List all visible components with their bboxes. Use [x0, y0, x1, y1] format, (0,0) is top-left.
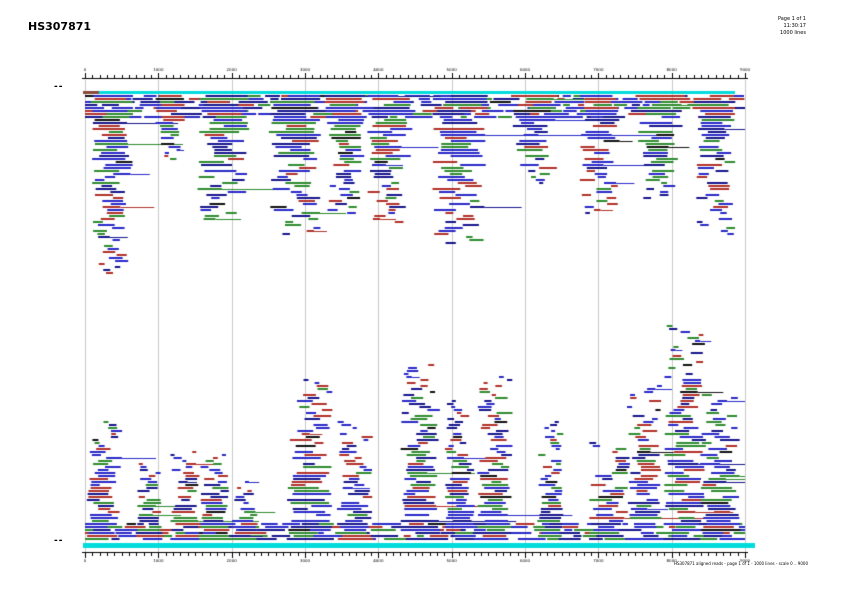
left-margin-marker-bottom: -- — [54, 536, 64, 546]
page-info-lines: 1000 lines — [780, 30, 806, 36]
page-info-time: 11:30:17 — [783, 23, 806, 29]
page-info-page: Page 1 of 1 — [777, 16, 806, 22]
page-info-block: Page 1 of 1 11:30:17 1000 lines — [778, 16, 806, 37]
footer-caption: HS307871 aligned reads - page 1 of 1 - 1… — [673, 561, 808, 566]
page-title: HS307871 — [28, 20, 92, 33]
left-margin-marker-top: -- — [54, 82, 64, 92]
